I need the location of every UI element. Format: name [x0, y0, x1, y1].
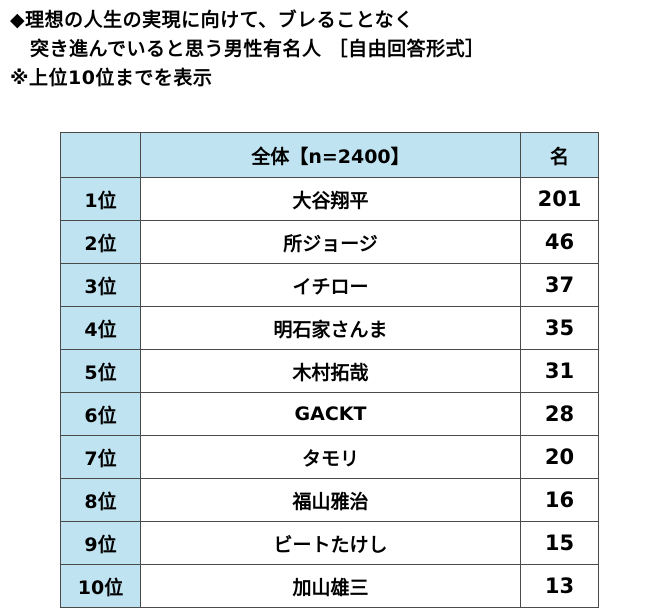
count-cell: 28 — [520, 392, 599, 436]
title-line-1: ◆理想の人生の実現に向けて、ブレることなく — [10, 9, 414, 31]
count-cell: 46 — [520, 220, 599, 264]
name-cell: GACKT — [140, 392, 521, 436]
count-cell: 13 — [520, 564, 599, 608]
rank-cell: 3位 — [60, 263, 141, 307]
count-cell: 31 — [520, 349, 599, 393]
name-cell: ビートたけし — [140, 521, 521, 565]
count-cell: 16 — [520, 478, 599, 522]
rank-cell: 7位 — [60, 435, 141, 479]
name-cell: 木村拓哉 — [140, 349, 521, 393]
table-row: 5位 木村拓哉 31 — [60, 349, 599, 393]
name-cell: イチロー — [140, 263, 521, 307]
name-cell: 所ジョージ — [140, 220, 521, 264]
name-cell: 加山雄三 — [140, 564, 521, 608]
title-line-2: 突き進んでいると思う男性有名人 ［自由回答形式］ — [30, 38, 485, 60]
count-cell: 35 — [520, 306, 599, 350]
table-row: 8位 福山雅治 16 — [60, 478, 599, 522]
table-row: 9位 ビートたけし 15 — [60, 521, 599, 565]
rank-cell: 5位 — [60, 349, 141, 393]
header-name-cell: 全体【n=2400】 — [140, 132, 521, 178]
count-cell: 201 — [520, 177, 599, 221]
table-row: 6位 GACKT 28 — [60, 392, 599, 436]
count-cell: 20 — [520, 435, 599, 479]
rank-cell: 9位 — [60, 521, 141, 565]
name-cell: 福山雅治 — [140, 478, 521, 522]
rank-cell: 8位 — [60, 478, 141, 522]
table-row: 4位 明石家さんま 35 — [60, 306, 599, 350]
table-header-row: 全体【n=2400】 名 — [60, 132, 599, 178]
name-cell: 大谷翔平 — [140, 177, 521, 221]
rank-cell: 6位 — [60, 392, 141, 436]
ranking-table: 全体【n=2400】 名 1位 大谷翔平 201 2位 所ジョージ 46 3位 … — [60, 132, 599, 608]
table-row: 3位 イチロー 37 — [60, 263, 599, 307]
rank-cell: 1位 — [60, 177, 141, 221]
title-note: ※上位10位までを表示 — [10, 67, 213, 89]
table-row: 10位 加山雄三 13 — [60, 564, 599, 608]
table-row: 2位 所ジョージ 46 — [60, 220, 599, 264]
rank-cell: 2位 — [60, 220, 141, 264]
table-row: 7位 タモリ 20 — [60, 435, 599, 479]
rank-cell: 10位 — [60, 564, 141, 608]
header-count-cell: 名 — [520, 132, 599, 178]
page-title: ◆理想の人生の実現に向けて、ブレることなく 突き進んでいると思う男性有名人 ［自… — [10, 6, 640, 93]
header-rank-cell — [60, 132, 141, 178]
count-cell: 15 — [520, 521, 599, 565]
count-cell: 37 — [520, 263, 599, 307]
name-cell: タモリ — [140, 435, 521, 479]
name-cell: 明石家さんま — [140, 306, 521, 350]
table-row: 1位 大谷翔平 201 — [60, 177, 599, 221]
rank-cell: 4位 — [60, 306, 141, 350]
